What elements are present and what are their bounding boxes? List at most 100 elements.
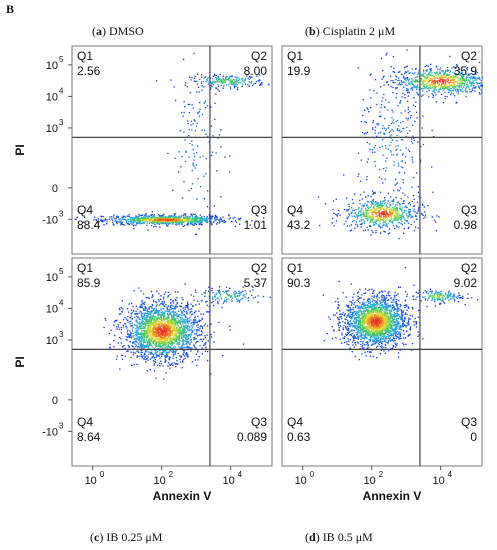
data-point	[156, 344, 158, 346]
data-point	[201, 89, 203, 91]
data-point	[166, 346, 168, 348]
data-point	[217, 85, 220, 87]
data-point	[211, 82, 213, 85]
data-point	[165, 325, 167, 328]
data-point	[164, 330, 166, 332]
data-point	[150, 331, 152, 334]
data-point	[193, 223, 195, 225]
data-point	[464, 84, 466, 86]
data-point	[169, 356, 171, 359]
data-point	[238, 79, 241, 81]
data-point	[237, 80, 239, 82]
data-point	[366, 161, 368, 163]
data-point	[111, 218, 113, 220]
data-point	[391, 154, 393, 156]
data-point	[141, 357, 143, 359]
data-point	[145, 319, 148, 322]
data-point	[462, 77, 464, 80]
data-point	[426, 82, 428, 84]
data-point	[181, 219, 183, 221]
data-point	[146, 219, 148, 221]
data-point	[148, 329, 150, 331]
data-point	[204, 107, 207, 109]
data-point	[375, 220, 377, 223]
data-point	[150, 353, 152, 355]
data-point	[174, 346, 176, 348]
data-point	[181, 345, 183, 347]
data-point	[162, 303, 164, 305]
data-point	[110, 329, 112, 331]
plot-frame	[71, 257, 273, 467]
data-point	[158, 222, 160, 224]
data-point	[139, 325, 142, 328]
data-point	[197, 217, 199, 219]
data-point	[214, 219, 217, 221]
data-point	[147, 331, 149, 334]
data-point	[195, 218, 198, 221]
data-point	[398, 213, 400, 215]
data-point	[140, 355, 142, 357]
data-point	[454, 86, 456, 88]
data-point	[215, 216, 217, 218]
data-point	[117, 216, 119, 218]
data-point	[217, 88, 219, 91]
data-point	[171, 300, 174, 302]
data-point	[391, 109, 393, 111]
data-point	[461, 80, 464, 82]
data-point	[398, 125, 400, 127]
data-point	[381, 100, 383, 102]
data-point	[455, 88, 457, 90]
data-point	[170, 343, 172, 345]
data-point	[387, 127, 390, 129]
data-point	[390, 196, 392, 198]
data-point	[382, 208, 384, 210]
data-point	[395, 78, 397, 81]
data-point	[467, 87, 470, 89]
data-point	[130, 332, 132, 334]
data-point	[211, 85, 213, 88]
quadrant-value: 35.9	[454, 64, 478, 78]
data-point	[118, 307, 121, 310]
data-point	[406, 77, 409, 79]
data-point	[372, 218, 374, 221]
data-point	[184, 340, 186, 342]
data-point	[456, 65, 458, 67]
data-point	[170, 215, 172, 218]
data-point	[183, 218, 185, 220]
data-point	[385, 170, 387, 172]
data-point	[427, 205, 429, 207]
data-point	[381, 127, 384, 129]
data-point	[140, 214, 142, 217]
data-point	[161, 330, 163, 332]
data-point	[396, 213, 398, 216]
data-point	[100, 215, 102, 217]
data-point	[166, 329, 168, 331]
data-point	[189, 316, 191, 318]
data-point	[470, 83, 472, 85]
data-point	[169, 306, 172, 308]
data-point	[148, 323, 150, 325]
data-point	[198, 222, 200, 225]
data-point	[369, 106, 372, 109]
data-point	[133, 324, 135, 326]
data-point	[247, 84, 249, 86]
data-point	[199, 223, 202, 225]
data-point	[431, 84, 434, 86]
data-point	[405, 136, 407, 138]
data-point	[154, 222, 156, 224]
data-point	[180, 334, 183, 336]
data-point	[393, 122, 395, 124]
data-point	[410, 138, 413, 140]
data-point	[399, 102, 401, 104]
data-point	[205, 220, 207, 222]
panel-title-d: (d) IB 0.5 μM	[305, 530, 373, 544]
data-point	[380, 200, 382, 202]
data-point	[138, 222, 141, 225]
data-point	[122, 215, 124, 217]
data-point	[148, 344, 151, 347]
data-point	[187, 354, 189, 356]
data-point	[148, 306, 151, 308]
data-point	[187, 319, 189, 322]
data-point	[167, 338, 169, 340]
data-point	[156, 350, 159, 352]
